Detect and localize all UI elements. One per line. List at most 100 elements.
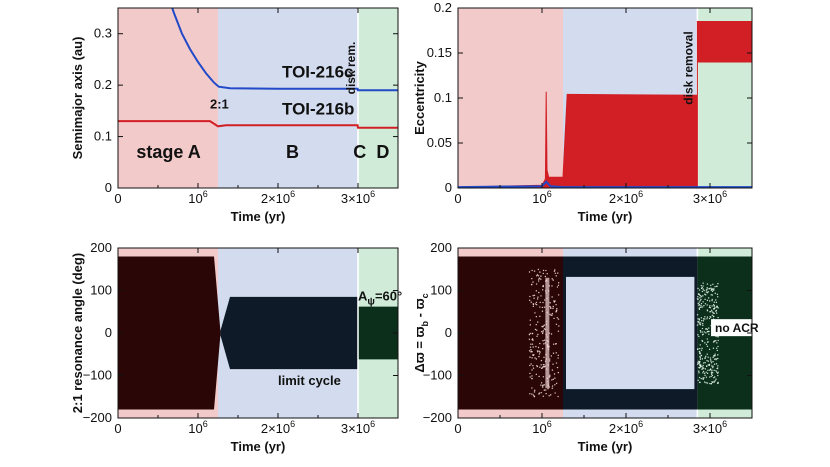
speckle-dot [533, 270, 536, 272]
speckle-dot [712, 365, 714, 368]
series-band-e_b [458, 21, 752, 188]
speckle-dot [547, 388, 549, 390]
speckle-dot [704, 298, 706, 301]
speckle-dot [711, 381, 714, 384]
y-tick-label: −100 [83, 368, 112, 383]
speckle-dot [529, 356, 531, 358]
x-tick-exp: 6 [547, 419, 552, 429]
speckle-dot [541, 347, 544, 350]
speckle-dot [706, 318, 708, 320]
speckle-dot [698, 307, 701, 309]
speckle-dot [701, 340, 704, 343]
speckle-dot [698, 350, 701, 353]
speckle-dot [702, 288, 704, 290]
annotation-0: no ACR [715, 321, 759, 335]
speckle-dot [553, 317, 555, 320]
speckle-dot [532, 305, 535, 308]
speckle-dot [709, 306, 712, 309]
speckle-dot [713, 305, 716, 307]
speckle-dot [542, 386, 544, 388]
speckle-dot [697, 362, 700, 365]
speckle-dot [536, 364, 538, 367]
speckle-dot [534, 357, 536, 359]
speckle-dot [701, 327, 704, 330]
speckle-dot [717, 374, 719, 377]
speckle-dot [715, 378, 717, 380]
speckle-dot [710, 382, 713, 385]
speckle-dot [698, 370, 700, 372]
y-axis-label: Eccentricity [412, 60, 427, 134]
speckle-dot [717, 282, 719, 285]
annotation-text: TOI-216c [282, 62, 354, 81]
x-tick-exp: 6 [290, 189, 295, 199]
speckle-dot [703, 377, 705, 379]
annotation-text: TOI-216b [282, 99, 354, 118]
speckle-dot [557, 294, 560, 296]
x-tick-exp: 6 [722, 419, 727, 429]
x-tick-text: 2×10 [261, 191, 290, 206]
x-tick-text: 10 [532, 421, 546, 436]
x-tick-label: 0 [454, 191, 461, 206]
speckle-dot [536, 298, 539, 300]
speckle-dot [709, 357, 712, 359]
speckle-dot [529, 376, 531, 378]
speckle-dot [548, 395, 550, 397]
speckle-dot [543, 299, 546, 301]
speckle-dot [557, 357, 559, 359]
speckle-dot [707, 369, 709, 372]
speckle-dot [551, 285, 553, 287]
speckle-dot [539, 366, 541, 368]
y-tick-label: 0.05 [427, 135, 452, 150]
x-tick-text: 0 [454, 191, 461, 206]
speckle-dot [530, 343, 532, 345]
x-tick-label: 3×106 [341, 419, 375, 436]
speckle-dot [711, 288, 714, 291]
speckle-dot [711, 290, 714, 293]
x-tick-label: 0 [454, 421, 461, 436]
speckle-dot [714, 292, 716, 295]
speckle-dot [704, 361, 706, 364]
speckle-dot [710, 294, 712, 296]
speckle-dot [706, 316, 709, 318]
x-tick-label: 0 [114, 421, 121, 436]
speckle-dot [542, 272, 544, 275]
speckle-dot [715, 347, 718, 350]
speckle-dot [706, 287, 708, 289]
speckle-dot [557, 284, 560, 286]
speckle-dot [558, 325, 560, 327]
x-tick-text: 10 [188, 421, 202, 436]
y-axis-label: Δϖ = ϖb - ϖc [412, 293, 430, 372]
speckle-dot [716, 285, 718, 288]
speckle-dot [543, 339, 546, 341]
speckle-dot [531, 339, 533, 341]
plot-area [118, 8, 398, 129]
speckle-dot [699, 355, 701, 358]
speckle-dot [715, 335, 717, 338]
speckle-dot [549, 313, 551, 315]
y-tick-label: 0.2 [434, 0, 452, 15]
speckle-dot [531, 375, 533, 377]
vertical-note: disk rem. [344, 42, 358, 95]
speckle-dot [534, 389, 536, 392]
speckle-dot [529, 346, 532, 348]
speckle-dot [543, 356, 545, 359]
speckle-dot [541, 332, 544, 335]
speckle-dot [535, 323, 537, 326]
speckle-dot [706, 341, 709, 343]
speckle-dot [709, 311, 711, 313]
speckle-dot [712, 366, 714, 369]
speckle-dot [528, 271, 531, 273]
speckle-dot [535, 301, 538, 304]
speckle-dot [710, 287, 712, 289]
speckle-dot [716, 293, 719, 296]
speckle-dot [698, 304, 700, 307]
speckle-dot [698, 335, 700, 338]
speckle-dot [713, 369, 715, 372]
speckle-dot [542, 330, 545, 332]
speckle-dot [715, 312, 718, 314]
speckle-dot [552, 363, 554, 365]
speckle-dot [539, 351, 541, 353]
x-tick-text: 3×10 [693, 191, 722, 206]
speckle-dot [700, 287, 703, 290]
speckle-dot [697, 287, 699, 290]
